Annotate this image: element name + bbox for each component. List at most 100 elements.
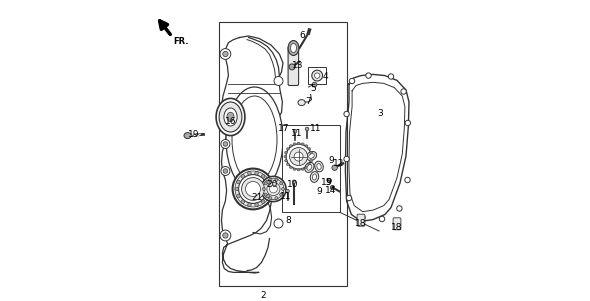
Ellipse shape: [314, 161, 323, 172]
Ellipse shape: [301, 168, 304, 170]
Text: 9: 9: [325, 178, 331, 188]
Ellipse shape: [261, 175, 265, 178]
Ellipse shape: [327, 178, 332, 183]
Ellipse shape: [298, 100, 305, 106]
Text: 11: 11: [280, 192, 291, 201]
Ellipse shape: [261, 200, 265, 203]
Ellipse shape: [274, 219, 283, 228]
Ellipse shape: [293, 143, 296, 145]
Ellipse shape: [289, 64, 295, 70]
Text: 8: 8: [286, 216, 291, 225]
Ellipse shape: [346, 195, 352, 201]
Ellipse shape: [286, 144, 311, 169]
Text: 18: 18: [355, 219, 367, 228]
Ellipse shape: [388, 74, 394, 79]
Bar: [283, 126, 340, 213]
Ellipse shape: [275, 197, 278, 200]
FancyBboxPatch shape: [357, 214, 365, 226]
Text: 5: 5: [310, 84, 316, 93]
Ellipse shape: [223, 169, 228, 173]
Ellipse shape: [263, 188, 266, 191]
Ellipse shape: [307, 165, 312, 170]
Ellipse shape: [405, 120, 411, 126]
Text: 18: 18: [391, 223, 403, 232]
Text: 20: 20: [267, 180, 278, 189]
Ellipse shape: [305, 145, 308, 147]
Ellipse shape: [227, 112, 234, 122]
Ellipse shape: [266, 180, 270, 184]
Ellipse shape: [293, 168, 296, 170]
Ellipse shape: [222, 51, 228, 57]
Ellipse shape: [274, 76, 283, 85]
Ellipse shape: [223, 115, 228, 119]
Ellipse shape: [310, 172, 319, 182]
Ellipse shape: [241, 178, 264, 200]
Ellipse shape: [248, 171, 251, 175]
Ellipse shape: [255, 171, 258, 175]
Text: 7: 7: [306, 98, 312, 107]
Ellipse shape: [310, 160, 313, 162]
Ellipse shape: [379, 216, 385, 222]
Ellipse shape: [216, 98, 245, 135]
Ellipse shape: [310, 151, 313, 154]
Ellipse shape: [366, 73, 371, 78]
Ellipse shape: [269, 178, 272, 182]
Ellipse shape: [297, 142, 300, 144]
Ellipse shape: [245, 182, 261, 197]
Ellipse shape: [235, 187, 238, 191]
Ellipse shape: [286, 163, 290, 166]
Ellipse shape: [241, 200, 245, 203]
Ellipse shape: [314, 73, 320, 78]
Ellipse shape: [232, 169, 273, 209]
Ellipse shape: [255, 203, 258, 206]
Ellipse shape: [221, 139, 230, 148]
Ellipse shape: [275, 178, 278, 182]
Ellipse shape: [344, 156, 349, 162]
Ellipse shape: [288, 41, 299, 55]
Ellipse shape: [222, 233, 228, 238]
Ellipse shape: [281, 188, 284, 191]
Ellipse shape: [317, 163, 321, 169]
Text: 15: 15: [321, 178, 332, 188]
Ellipse shape: [306, 151, 317, 160]
Text: FR.: FR.: [173, 38, 189, 46]
Ellipse shape: [221, 113, 230, 122]
Ellipse shape: [237, 194, 240, 198]
Ellipse shape: [235, 171, 271, 207]
Ellipse shape: [223, 142, 228, 146]
FancyBboxPatch shape: [288, 46, 299, 85]
Ellipse shape: [220, 230, 231, 241]
Text: 21: 21: [252, 194, 263, 203]
Ellipse shape: [332, 165, 337, 170]
Text: 14: 14: [325, 186, 337, 195]
Text: 3: 3: [378, 110, 384, 119]
Ellipse shape: [344, 111, 349, 117]
Ellipse shape: [305, 162, 314, 172]
Bar: [218, 22, 348, 286]
Text: 2: 2: [261, 291, 266, 300]
Ellipse shape: [297, 169, 300, 171]
Ellipse shape: [308, 163, 311, 166]
Ellipse shape: [293, 129, 297, 133]
Ellipse shape: [301, 143, 304, 145]
Ellipse shape: [280, 182, 283, 185]
Ellipse shape: [248, 203, 251, 206]
Ellipse shape: [267, 187, 271, 191]
Ellipse shape: [221, 166, 230, 175]
Ellipse shape: [284, 151, 287, 154]
Ellipse shape: [269, 197, 272, 200]
Text: 11: 11: [291, 129, 303, 138]
Ellipse shape: [349, 78, 355, 84]
Ellipse shape: [264, 193, 267, 196]
Text: 19: 19: [188, 131, 199, 139]
Ellipse shape: [310, 155, 313, 158]
Ellipse shape: [360, 215, 365, 220]
Ellipse shape: [284, 160, 287, 162]
Bar: [309, 67, 326, 84]
Ellipse shape: [289, 145, 292, 147]
Ellipse shape: [284, 155, 287, 158]
Ellipse shape: [220, 48, 231, 59]
Ellipse shape: [241, 175, 245, 178]
Text: 17: 17: [278, 125, 290, 133]
Ellipse shape: [305, 127, 309, 131]
